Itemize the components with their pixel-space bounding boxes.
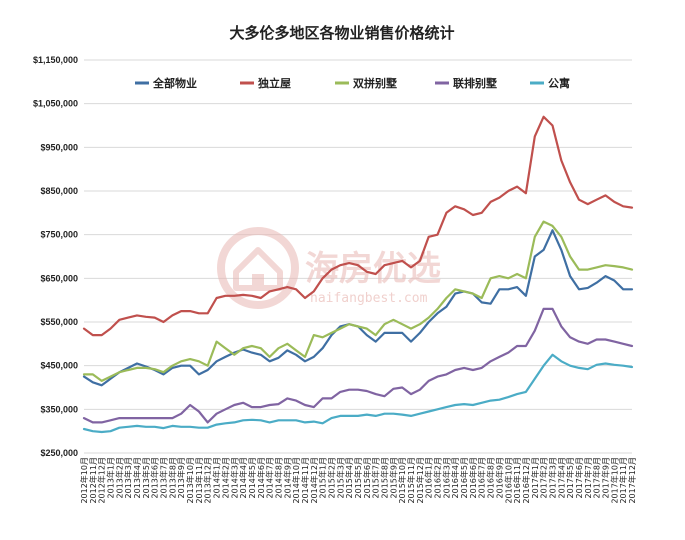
y-tick-label: $650,000: [40, 273, 78, 283]
x-tick-label: 2017年5月: [565, 457, 575, 498]
gridlines: [84, 59, 632, 454]
x-tick-label: 2015年9月: [388, 457, 398, 498]
x-tick-label: 2017年9月: [600, 457, 610, 498]
x-tick-label: 2012年10月: [79, 457, 89, 504]
x-tick-label: 2014年8月: [273, 457, 283, 498]
x-tick-label: 2016年6月: [468, 457, 478, 498]
watermark-brand: 海房优选: [305, 249, 441, 289]
x-tick-label: 2014年9月: [282, 457, 292, 498]
x-tick-label: 2015年3月: [335, 457, 345, 498]
series-line-3: [82, 220, 634, 382]
x-tick-label: 2017年11月: [618, 457, 628, 504]
x-tick-label: 2013年4月: [132, 457, 142, 498]
house-logo-icon: [217, 227, 299, 309]
x-tick-label: 2017年12月: [627, 457, 637, 504]
x-tick-label: 2015年10月: [397, 457, 407, 504]
x-tick-label: 2012年11月: [88, 457, 98, 504]
x-tick-label: 2013年2月: [114, 457, 124, 498]
x-tick-label: 2013年5月: [141, 457, 151, 498]
x-axis: 2012年10月 2012年11月 2012年12月 2013年1月 2013年2月 20…: [79, 457, 637, 504]
watermark: 海房优选 haifangbest.com: [217, 227, 441, 309]
x-tick-label: 2017年6月: [574, 457, 584, 498]
x-tick-label: 2014年6月: [256, 457, 266, 498]
y-tick-label: $450,000: [40, 361, 78, 371]
x-tick-label: 2015年4月: [344, 457, 354, 498]
x-tick-label: 2012年12月: [97, 457, 107, 504]
y-tick-label: $750,000: [40, 230, 78, 240]
x-tick-label: 2016年4月: [450, 457, 460, 498]
x-tick-label: 2014年2月: [220, 457, 230, 498]
x-tick-label: 2014年12月: [309, 457, 319, 504]
x-tick-label: 2013年1月: [106, 457, 116, 498]
x-tick-label: 2013年12月: [203, 457, 213, 504]
x-tick-label: 2013年9月: [176, 457, 186, 498]
x-tick-label: 2015年2月: [326, 457, 336, 498]
x-tick-label: 2013年6月: [150, 457, 160, 498]
x-tick-label: 2016年1月: [424, 457, 434, 498]
x-tick-label: 2017年2月: [539, 457, 549, 498]
x-tick-label: 2016年8月: [486, 457, 496, 498]
x-tick-label: 2016年7月: [477, 457, 487, 498]
x-tick-label: 2014年3月: [229, 457, 239, 498]
y-tick-label: $250,000: [40, 448, 78, 458]
x-tick-label: 2016年12月: [521, 457, 531, 504]
x-tick-label: 2016年2月: [433, 457, 443, 498]
x-tick-label: 2017年8月: [592, 457, 602, 498]
legend-label: 联排别墅: [453, 76, 497, 90]
x-tick-label: 2013年3月: [123, 457, 133, 498]
y-tick-label: $1,150,000: [33, 55, 78, 65]
legend-label: 公寓: [548, 76, 570, 90]
x-tick-label: 2014年5月: [247, 457, 257, 498]
legend-label: 全部物业: [152, 76, 197, 90]
x-tick-label: 2017年1月: [530, 457, 540, 498]
x-tick-label: 2015年5月: [353, 457, 363, 498]
x-tick-label: 2016年5月: [459, 457, 469, 498]
watermark-url: haifangbest.com: [310, 291, 428, 306]
x-tick-label: 2016年9月: [494, 457, 504, 498]
x-tick-label: 2015年1月: [318, 457, 328, 498]
x-tick-label: 2016年10月: [503, 457, 513, 504]
x-tick-label: 2017年3月: [547, 457, 557, 498]
legend-label: 独立屋: [257, 76, 291, 90]
x-tick-label: 2016年11月: [512, 457, 522, 504]
y-tick-label: $550,000: [40, 317, 78, 327]
x-tick-label: 2017年4月: [556, 457, 566, 498]
y-tick-label: $350,000: [40, 404, 78, 414]
series-line-2: [82, 115, 634, 337]
x-tick-label: 2013年7月: [159, 457, 169, 498]
y-tick-label: $850,000: [40, 186, 78, 196]
y-tick-label: $1,050,000: [33, 99, 78, 109]
x-tick-label: 2015年7月: [371, 457, 381, 498]
x-tick-label: 2015年12月: [415, 457, 425, 504]
x-tick-label: 2013年10月: [185, 457, 195, 504]
legend: 全部物业 独立屋 双拼别墅 联排别墅 公寓: [135, 76, 570, 90]
x-tick-label: 2015年11月: [406, 457, 416, 504]
y-tick-label: $950,000: [40, 142, 78, 152]
x-tick-label: 2015年8月: [380, 457, 390, 498]
series-lines: [82, 115, 634, 434]
x-tick-label: 2014年7月: [265, 457, 275, 498]
x-tick-label: 2017年10月: [609, 457, 619, 504]
x-tick-label: 2014年10月: [291, 457, 301, 504]
x-tick-label: 2014年1月: [212, 457, 222, 498]
x-tick-label: 2013年8月: [167, 457, 177, 498]
x-tick-label: 2013年11月: [194, 457, 204, 504]
x-tick-label: 2015年6月: [362, 457, 372, 498]
x-tick-label: 2014年4月: [238, 457, 248, 498]
legend-label: 双拼别墅: [353, 76, 397, 90]
series-line-5: [82, 353, 634, 434]
y-axis: $250,000 $350,000 $450,000 $550,000 $650,000…: [33, 55, 78, 458]
x-tick-label: 2016年3月: [441, 457, 451, 498]
x-tick-label: 2014年11月: [300, 457, 310, 504]
chart-title: 大多伦多地区各物业销售价格统计: [229, 24, 454, 42]
x-tick-label: 2017年7月: [583, 457, 593, 498]
series-line-4: [82, 307, 634, 424]
